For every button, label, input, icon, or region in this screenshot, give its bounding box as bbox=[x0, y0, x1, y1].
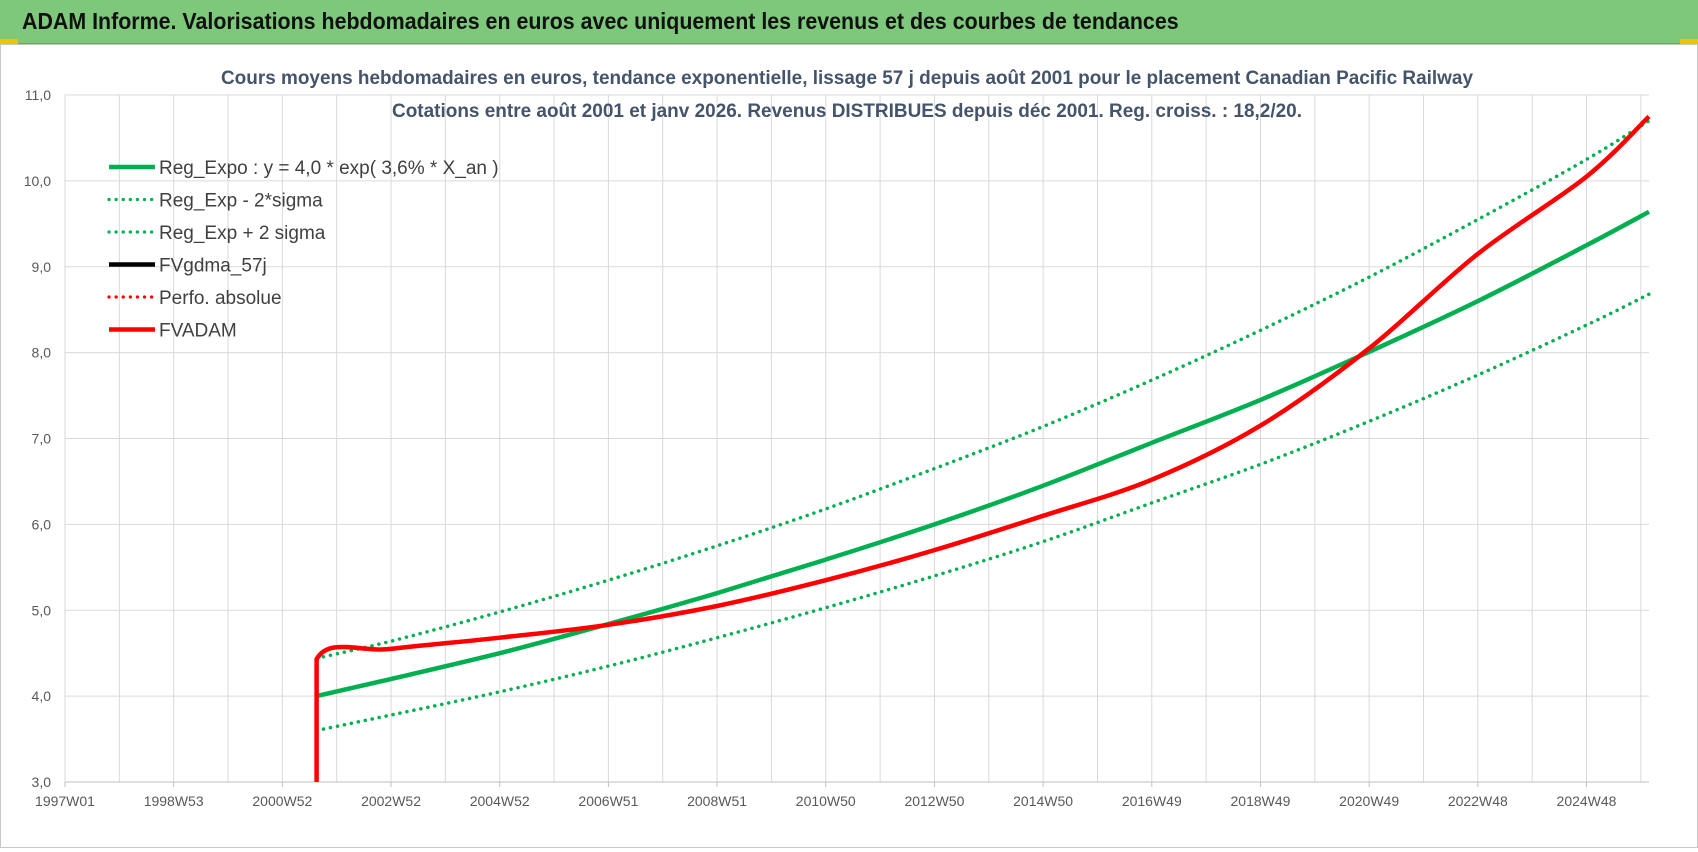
series-layer bbox=[314, 114, 1651, 782]
y-axis: 3,0 4,0 5,0 6,0 7,0 8,0 9,0 10,0 11,0 bbox=[24, 87, 51, 790]
series-line bbox=[314, 119, 1651, 661]
legend-label: FVgdma_57j bbox=[159, 256, 267, 277]
x-tick-label: 2020W49 bbox=[1339, 793, 1399, 809]
x-tick-label: 2000W52 bbox=[252, 793, 312, 809]
y-tick-label: 3,0 bbox=[32, 774, 52, 790]
x-tick-label: 2016W49 bbox=[1122, 793, 1182, 809]
y-tick-label: 5,0 bbox=[32, 602, 52, 618]
chart-area: 3,0 4,0 5,0 6,0 7,0 8,0 9,0 10,0 11,0 1997W01 199… bbox=[0, 44, 1698, 848]
legend-label: Reg_Exp + 2 sigma bbox=[159, 223, 326, 244]
x-tick-label: 2006W51 bbox=[578, 793, 638, 809]
series-line bbox=[314, 292, 1651, 733]
chart-subtitle: Cotations entre août 2001 et janv 2026. … bbox=[392, 101, 1302, 122]
line-chart: 3,04,05,06,07,08,09,010,011,0 1997W01 199… bbox=[24, 68, 1651, 809]
legend-label: Reg_Expo : y = 4,0 * exp( 3,6% * X_an ) bbox=[159, 158, 499, 179]
y-tick-label: 4,0 bbox=[32, 688, 52, 704]
series-line bbox=[316, 209, 1651, 699]
legend-label: FVADAM bbox=[159, 321, 237, 342]
x-tick-label: 1997W01 bbox=[35, 793, 95, 809]
legend-label: Perfo. absolue bbox=[159, 288, 282, 309]
x-tick-label: 2010W50 bbox=[796, 793, 856, 809]
x-tick-label: 2014W50 bbox=[1013, 793, 1073, 809]
y-tick-label: 11,0 bbox=[25, 87, 51, 103]
y-tick-label: 6,0 bbox=[32, 516, 52, 532]
x-tick-label: 1998W53 bbox=[144, 793, 204, 809]
report-title: ADAM Informe. Valorisations hebdomadaire… bbox=[22, 8, 1179, 34]
series-line bbox=[314, 114, 1651, 782]
x-tick-label: 2008W51 bbox=[687, 793, 747, 809]
report-banner: ADAM Informe. Valorisations hebdomadaire… bbox=[0, 0, 1698, 44]
y-tick-label: 8,0 bbox=[32, 345, 52, 361]
x-tick-label: 2022W48 bbox=[1448, 793, 1508, 809]
y-tick-label: 7,0 bbox=[32, 431, 52, 447]
chart-title: Cours moyens hebdomadaires en euros, ten… bbox=[221, 68, 1473, 89]
corner-marker bbox=[1680, 39, 1698, 44]
corner-marker bbox=[0, 39, 18, 44]
legend-label: Reg_Exp - 2*sigma bbox=[159, 191, 323, 212]
x-tick-label: 2004W52 bbox=[470, 793, 530, 809]
x-tick-label: 2002W52 bbox=[361, 793, 421, 809]
y-tick-label: 9,0 bbox=[32, 259, 52, 275]
x-tick-label: 2024W48 bbox=[1557, 793, 1617, 809]
y-tick-label: 10,0 bbox=[24, 173, 51, 189]
x-axis: 1997W01 1998W53 2000W52 2002W52 2004W52 2006W… bbox=[35, 782, 1617, 809]
x-tick-label: 2018W49 bbox=[1231, 793, 1291, 809]
legend: Reg_Expo : y = 4,0 * exp( 3,6% * X_an ) R… bbox=[107, 158, 499, 342]
grid bbox=[64, 94, 1649, 783]
x-tick-label: 2012W50 bbox=[904, 793, 964, 809]
